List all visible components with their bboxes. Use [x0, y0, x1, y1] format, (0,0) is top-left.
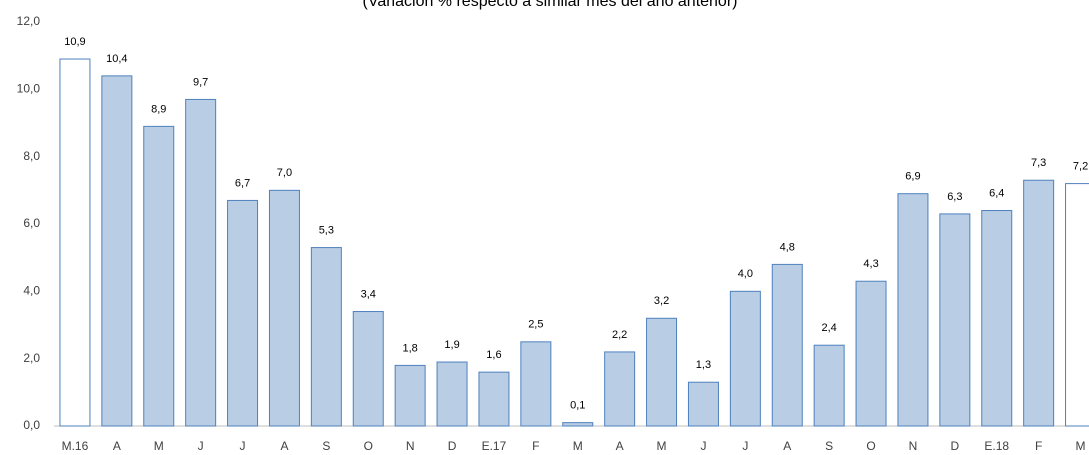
x-tick-label: A — [280, 439, 288, 453]
value-label: 9,7 — [193, 76, 208, 88]
value-label: 1,9 — [444, 339, 459, 351]
value-label: 3,4 — [361, 288, 376, 300]
x-tick-label: N — [406, 439, 415, 453]
x-tick-label: D — [448, 439, 457, 453]
value-label: 1,6 — [486, 349, 501, 361]
bar — [1023, 179, 1055, 427]
x-tick-label: F — [532, 439, 539, 453]
x-tick-label: J — [742, 439, 748, 453]
x-tick-label: M — [573, 439, 583, 453]
value-label: 5,3 — [319, 224, 334, 236]
value-label: 6,3 — [947, 191, 962, 203]
bar — [394, 364, 426, 427]
bar — [436, 361, 468, 427]
x-tick-label: M.16 — [62, 439, 89, 453]
bar — [813, 344, 845, 427]
value-label: 10,9 — [64, 36, 85, 48]
x-tick-label: O — [364, 439, 373, 453]
value-label: 10,4 — [106, 53, 127, 65]
y-tick-label: 12,0 — [17, 14, 41, 28]
bar — [101, 75, 133, 427]
x-tick-label: M — [1076, 439, 1086, 453]
value-label: 4,3 — [863, 258, 878, 270]
bar — [520, 341, 552, 427]
value-label: 4,8 — [780, 241, 795, 253]
value-label: 6,4 — [989, 187, 1004, 199]
x-tick-label: A — [113, 439, 121, 453]
bar — [771, 263, 803, 427]
x-tick-label: E.18 — [984, 439, 1009, 453]
value-label: 1,8 — [403, 342, 418, 354]
bar — [562, 422, 594, 427]
value-label: 2,5 — [528, 319, 543, 331]
value-label: 2,4 — [822, 322, 837, 334]
x-tick-label: S — [322, 439, 330, 453]
value-label: 2,2 — [612, 329, 627, 341]
bar — [646, 317, 678, 427]
bar — [687, 381, 719, 427]
x-tick-label: N — [909, 439, 918, 453]
x-tick-label: F — [1035, 439, 1042, 453]
bar — [1065, 183, 1089, 427]
x-tick-label: O — [866, 439, 875, 453]
x-tick-label: M — [657, 439, 667, 453]
bar — [352, 311, 384, 427]
y-tick-label: 10,0 — [17, 82, 41, 96]
value-label: 4,0 — [738, 268, 753, 280]
bar — [268, 189, 300, 427]
bar — [981, 210, 1013, 427]
x-tick-label: J — [700, 439, 706, 453]
chart-subtitle: (Variación % respecto a similar mes del … — [363, 0, 738, 10]
bar — [227, 199, 259, 427]
x-tick-label: A — [783, 439, 791, 453]
value-label: 0,1 — [570, 400, 585, 412]
bar — [59, 58, 91, 427]
bar — [604, 351, 636, 427]
y-tick-label: 0,0 — [23, 418, 40, 432]
value-label: 3,2 — [654, 295, 669, 307]
value-label: 7,2 — [1073, 161, 1088, 173]
x-tick-label: J — [198, 439, 204, 453]
x-tick-label: M — [154, 439, 164, 453]
x-tick-label: S — [825, 439, 833, 453]
x-tick-label: A — [616, 439, 624, 453]
x-tick-label: E.17 — [482, 439, 507, 453]
value-label: 6,7 — [235, 177, 250, 189]
value-label: 6,9 — [905, 171, 920, 183]
value-label: 7,3 — [1031, 157, 1046, 169]
value-label: 7,0 — [277, 167, 292, 179]
bar — [729, 290, 761, 427]
bar — [939, 213, 971, 427]
x-tick-label: J — [240, 439, 246, 453]
value-label: 1,3 — [696, 359, 711, 371]
bar — [310, 247, 342, 427]
y-tick-label: 6,0 — [23, 216, 40, 230]
value-label: 8,9 — [151, 103, 166, 115]
bar — [897, 193, 929, 427]
bar — [478, 371, 510, 427]
bar — [185, 98, 217, 427]
y-tick-label: 8,0 — [23, 149, 40, 163]
y-tick-label: 2,0 — [23, 351, 40, 365]
y-tick-label: 4,0 — [23, 284, 40, 298]
x-tick-label: D — [951, 439, 960, 453]
bar — [143, 125, 175, 427]
bar — [855, 280, 887, 427]
